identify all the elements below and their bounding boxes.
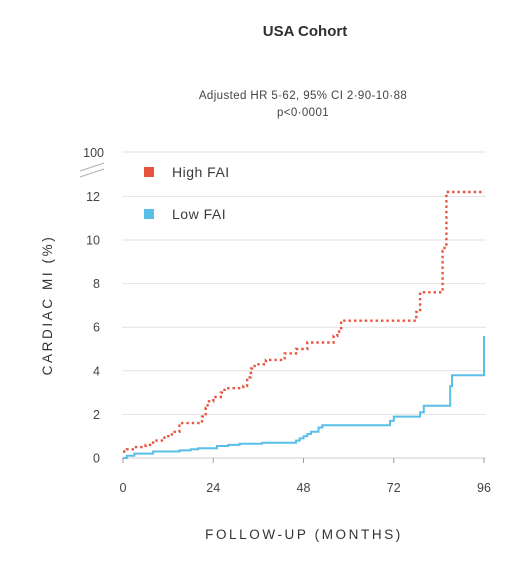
x-tick-label-24: 24 (206, 481, 220, 495)
x-tick-label-0: 0 (120, 481, 127, 495)
y-axis-ticks: 0 2 4 6 8 10 12 (86, 190, 100, 466)
legend-swatch-high-fai (144, 167, 154, 177)
x-tick-label-48: 48 (297, 481, 311, 495)
y-tick-label-0: 0 (93, 452, 100, 466)
y-axis-label: CARDIAC MI (%) (40, 235, 55, 376)
y-tick-label-8: 8 (93, 277, 100, 291)
legend-swatch-low-fai (144, 209, 154, 219)
legend: High FAI Low FAI (144, 164, 230, 222)
series-line-low-fai (123, 335, 485, 459)
legend-label-high-fai: High FAI (172, 164, 230, 180)
y-tick-label-100: 100 (83, 146, 104, 160)
x-axis-ticks: 0 24 48 72 96 (120, 457, 491, 495)
axis-break-mark (79, 162, 105, 178)
grid-lines (122, 195, 486, 459)
chart-title: USA Cohort (263, 23, 347, 40)
series-layer (123, 190, 485, 459)
legend-label-low-fai: Low FAI (172, 206, 226, 222)
y-tick-label-4: 4 (93, 364, 100, 378)
y-tick-label-10: 10 (86, 234, 100, 248)
y-tick-label-6: 6 (93, 321, 100, 335)
series-line-high-fai (123, 190, 484, 453)
x-tick-label-96: 96 (477, 481, 491, 495)
y-tick-label-12: 12 (86, 190, 100, 204)
y-tick-label-2: 2 (93, 408, 100, 422)
x-axis-label: FOLLOW-UP (MONTHS) (205, 527, 403, 542)
chart-subtitle-hr: Adjusted HR 5·62, 95% CI 2·90-10·88 (199, 90, 407, 102)
chart-subtitle-p: p<0·0001 (277, 107, 329, 119)
x-tick-label-72: 72 (387, 481, 401, 495)
